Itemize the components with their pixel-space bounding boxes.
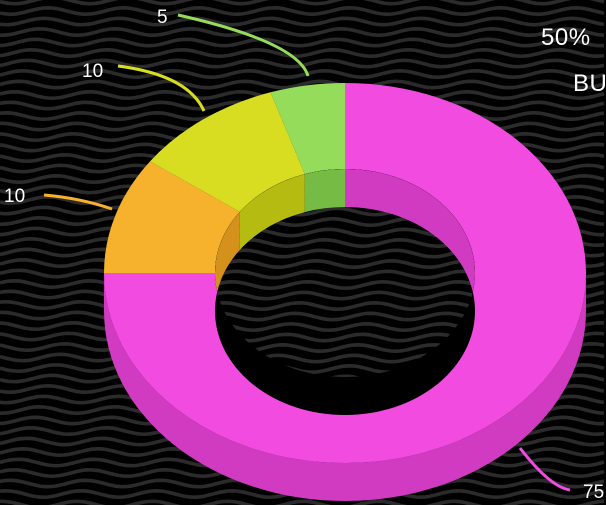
slice-inner-wall [239,174,305,250]
chart-title-line-1: 50% [541,24,591,51]
leader-line [117,64,206,112]
background-wave-line [0,47,605,59]
donut-slice [270,83,345,175]
background-wave-line [0,26,605,38]
slice-inner-wall [215,211,240,311]
data-labels: 75 10 10 5 [4,7,604,503]
slice-side-wall [104,273,586,501]
donut-inner-wall [215,169,475,415]
slice-inner-wall [304,169,345,213]
background-wave-line [0,79,605,90]
background-wave-line [0,68,605,80]
leader-line [43,193,113,211]
chart-title-line-2: BU [573,70,606,97]
slice-value-label: 5 [157,7,168,28]
leader-lines [43,13,571,492]
leader-line [177,13,310,77]
leader-line [518,447,571,492]
donut-slice [104,83,586,463]
donut-slice [150,92,305,212]
donut-depth-layer [104,273,586,501]
slice-value-label: 10 [82,61,103,82]
slice-value-label: 10 [4,186,25,207]
donut-slice [104,161,240,273]
background-wave-line [0,499,605,505]
slice-inner-wall [345,169,475,311]
inner-wall-group [215,169,475,311]
background-wave-line [0,37,605,48]
donut-top-layer [104,83,586,463]
slice-value-label: 75 [583,482,604,503]
background-wave-line [0,5,605,17]
background-wave-line [0,16,605,27]
background-wave-line [0,0,605,6]
